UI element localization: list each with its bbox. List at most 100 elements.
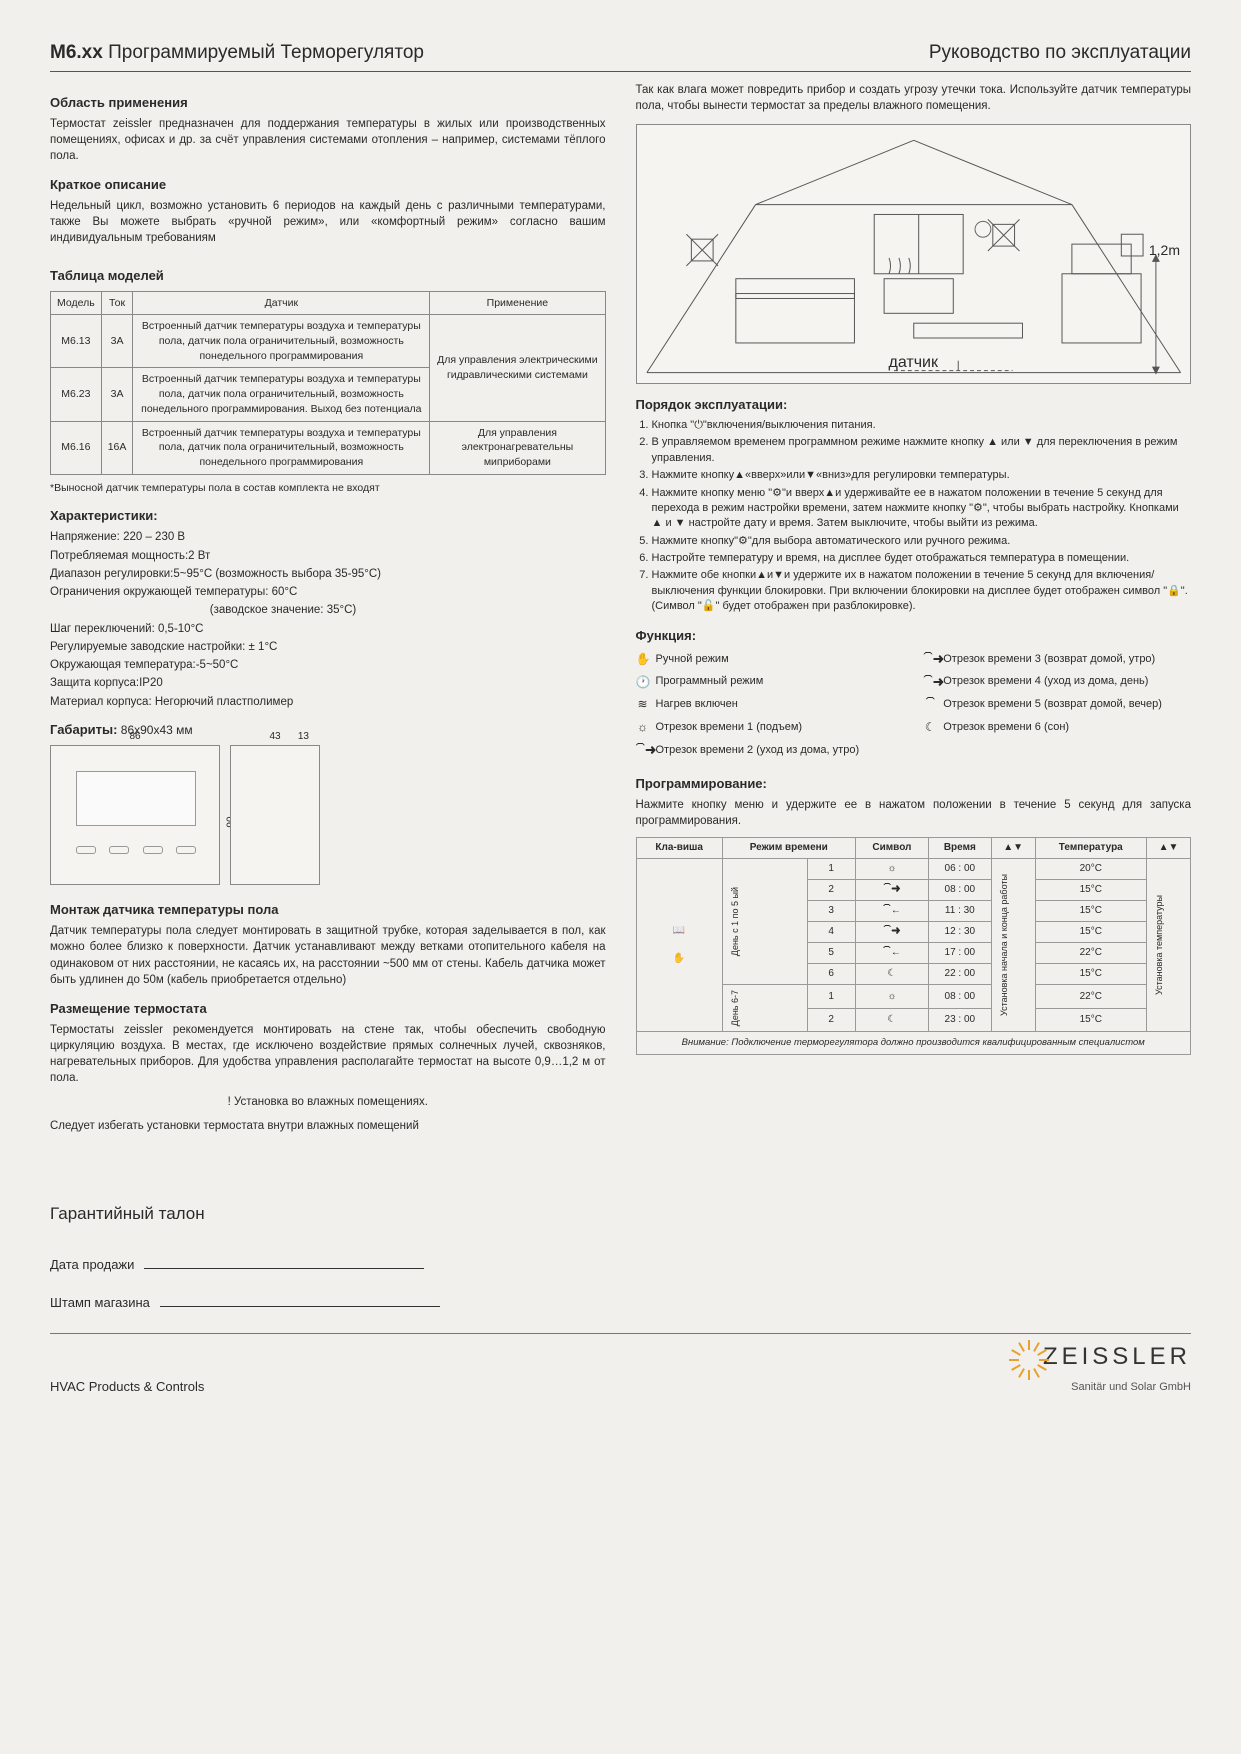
cell: 22°C bbox=[1035, 943, 1146, 964]
stamp-label: Штамп магазина bbox=[50, 1295, 150, 1310]
col: ▲▼ bbox=[1146, 838, 1190, 859]
clock-icon: 🕐 bbox=[636, 674, 650, 691]
scope-heading: Область применения bbox=[50, 94, 606, 112]
cell: 15°C bbox=[1035, 901, 1146, 922]
group-label: День с 1 по 5 ый bbox=[727, 885, 744, 958]
operation-heading: Порядок эксплуатации: bbox=[636, 396, 1192, 414]
func-item: ⏠➜ Отрезок времени 4 (уход из дома, день) bbox=[923, 674, 1191, 691]
placement-text: Термостаты zeissler рекомендуется монтир… bbox=[50, 1022, 606, 1086]
spec-line: Напряжение: 220 – 230 В bbox=[50, 529, 606, 546]
func-label: Отрезок времени 6 (сон) bbox=[943, 720, 1069, 735]
cell: 23 : 00 bbox=[929, 1008, 992, 1032]
func-label: Нагрев включен bbox=[656, 697, 738, 712]
op-step: Нажмите кнопку меню "⚙"и вверх▲и удержив… bbox=[652, 486, 1192, 532]
brief-heading: Краткое описание bbox=[50, 176, 606, 194]
date-label: Дата продажи bbox=[50, 1257, 134, 1272]
func-item: ⏠➜Отрезок времени 3 (возврат домой, утро… bbox=[923, 651, 1191, 668]
button-icon bbox=[143, 846, 163, 854]
cell: 12 : 30 bbox=[929, 922, 992, 943]
table-row: M6.16 16А Встроенный датчик температуры … bbox=[51, 421, 606, 474]
cell: 3 bbox=[807, 901, 855, 922]
placement-warn2: Следует избегать установки термостата вн… bbox=[50, 1118, 606, 1134]
cell: 06 : 00 bbox=[929, 859, 992, 880]
header-left: M6.xx Программируемый Терморегулятор bbox=[50, 40, 424, 67]
temp-adj-label: Установка температуры bbox=[1151, 893, 1168, 997]
cell: 11 : 30 bbox=[929, 901, 992, 922]
cell: Встроенный датчик температуры воздуха и … bbox=[133, 368, 430, 421]
scope-text: Термостат zeissler предназначен для подд… bbox=[50, 116, 606, 164]
mounting-text: Датчик температуры пола следует монтиров… bbox=[50, 923, 606, 987]
sun-icon: ☼ bbox=[636, 719, 650, 736]
left-column: Область применения Термостат zeissler пр… bbox=[50, 82, 606, 1143]
cell: M6.23 bbox=[51, 368, 102, 421]
title-right: Руководство по эксплуатации bbox=[929, 40, 1191, 67]
dim-depth2: 13 bbox=[298, 730, 309, 744]
spec-line: Шаг переключений: 0,5-10°C bbox=[50, 621, 606, 638]
func-label: Отрезок времени 4 (уход из дома, день) bbox=[943, 674, 1148, 689]
prog-heading: Программирование: bbox=[636, 775, 1192, 793]
prog-note: Внимание: Подключение терморегулятора до… bbox=[636, 1032, 1192, 1054]
stamp-blank[interactable] bbox=[160, 1306, 440, 1307]
col-sensor: Датчик bbox=[133, 291, 430, 315]
cell: 1 bbox=[807, 859, 855, 880]
footer: HVAC Products & Controls ZEISSLER Sanitä… bbox=[50, 1333, 1191, 1396]
spec-line: Защита корпуса:IP20 bbox=[50, 675, 606, 692]
brief-text: Недельный цикл, возможно установить 6 пе… bbox=[50, 198, 606, 246]
cell: ☾ bbox=[855, 1008, 928, 1032]
func-item: ⏠Отрезок времени 5 (возврат домой, вечер… bbox=[923, 696, 1191, 713]
date-line: Дата продажи bbox=[50, 1256, 1191, 1274]
spec-line: Материал корпуса: Негорючий пластполимер bbox=[50, 694, 606, 711]
func-label: Ручной режим bbox=[656, 652, 729, 667]
warranty-section: Гарантийный талон Дата продажи Штамп маг… bbox=[50, 1202, 1191, 1312]
col: Время bbox=[929, 838, 992, 859]
specs-heading: Характеристики: bbox=[50, 507, 606, 525]
logo-sub: Sanitär und Solar GmbH bbox=[1008, 1380, 1191, 1395]
cell: ⏠← bbox=[855, 943, 928, 964]
cell: 20°C bbox=[1035, 859, 1146, 880]
cell: 6 bbox=[807, 964, 855, 985]
sun-burst-icon bbox=[1008, 1340, 1048, 1380]
specs-list: Напряжение: 220 – 230 В Потребляемая мощ… bbox=[50, 529, 606, 711]
time-adj-label: Установка начала и конца работы bbox=[996, 872, 1013, 1018]
dim-width: 86 bbox=[129, 730, 140, 744]
stamp-line: Штамп магазина bbox=[50, 1294, 1191, 1312]
date-blank[interactable] bbox=[144, 1268, 424, 1269]
front-view: 86 90 bbox=[50, 745, 220, 885]
functions-grid: ✋Ручной режим ⏠➜Отрезок времени 3 (возвр… bbox=[636, 651, 1192, 759]
cell: 17 : 00 bbox=[929, 943, 992, 964]
placement-warn1: ! Установка во влажных помещениях. bbox=[50, 1094, 606, 1110]
cell: ☾ bbox=[855, 964, 928, 985]
cell: 4 bbox=[807, 922, 855, 943]
warranty-heading: Гарантийный талон bbox=[50, 1202, 1191, 1226]
func-label: Программный режим bbox=[656, 674, 764, 689]
button-icon bbox=[109, 846, 129, 854]
cell: ⏠➜ bbox=[855, 880, 928, 901]
cell: ⏠➜ bbox=[855, 922, 928, 943]
models-table: Модель Ток Датчик Применение M6.13 3А Вс… bbox=[50, 291, 606, 475]
table-row: M6.13 3А Встроенный датчик температуры в… bbox=[51, 315, 606, 368]
title-left: Программируемый Терморегулятор bbox=[108, 42, 424, 63]
op-step: Нажмите кнопку"⚙"для выбора автоматическ… bbox=[652, 534, 1192, 549]
spec-line: Потребляемая мощность:2 Вт bbox=[50, 548, 606, 565]
side-view: 43 13 bbox=[230, 745, 320, 885]
col-current: Ток bbox=[101, 291, 133, 315]
col: Температура bbox=[1035, 838, 1146, 859]
op-step: Кнопка "⏻"включения/выключения питания. bbox=[652, 418, 1192, 433]
col: Режим времени bbox=[722, 838, 855, 859]
sensor-label: датчик bbox=[889, 352, 938, 374]
func-label: Отрезок времени 3 (возврат домой, утро) bbox=[943, 652, 1155, 667]
screen-icon bbox=[76, 771, 196, 826]
spec-line: Регулируемые заводские настройки: ± 1°C bbox=[50, 639, 606, 656]
cell: 15°C bbox=[1035, 880, 1146, 901]
spec-line: Окружающая температура:-5~50°C bbox=[50, 657, 606, 674]
house-icon: ⏠ bbox=[923, 696, 937, 713]
key-icons: 📖✋ bbox=[636, 859, 722, 1032]
cell: Для управления электрическими гидравличе… bbox=[430, 315, 605, 421]
button-icon bbox=[176, 846, 196, 854]
model-code: M6.xx bbox=[50, 42, 103, 63]
house-icon: ⏠➜ bbox=[923, 674, 937, 691]
col: Кла-виша bbox=[636, 838, 722, 859]
cell: M6.16 bbox=[51, 421, 102, 474]
cell: 15°C bbox=[1035, 964, 1146, 985]
cell: 08 : 00 bbox=[929, 880, 992, 901]
